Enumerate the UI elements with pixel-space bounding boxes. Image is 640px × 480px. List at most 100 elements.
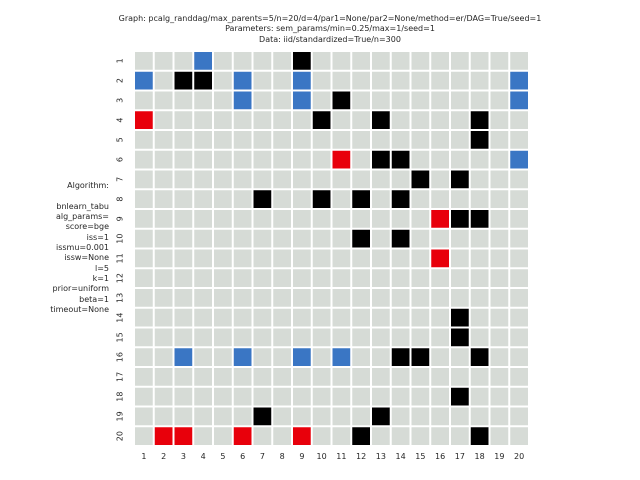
heatmap-cell [510,249,528,268]
heatmap-cell-black [411,348,430,366]
heatmap-cell [391,387,410,406]
heatmap-cell-black [174,71,193,90]
heatmap-cell [233,111,252,129]
heatmap-cell [490,249,509,268]
heatmap-cell [470,289,489,307]
heatmap-cell [154,269,173,287]
heatmap-cell-blue [233,91,252,110]
heatmap-cell [510,427,528,445]
heatmap-cell [451,150,469,169]
heatmap-cell [273,368,291,386]
heatmap-cell [273,52,291,70]
heatmap-cell [154,308,173,327]
heatmap-cell [214,249,232,268]
heatmap-cell [510,210,528,228]
heatmap-cell [510,229,528,248]
x-tick-label: 18 [475,452,485,461]
heatmap-cell [194,308,212,327]
heatmap-cell [431,269,449,287]
heatmap-cell [411,387,430,406]
heatmap-cell [470,229,489,248]
x-tick-label: 19 [494,452,504,461]
heatmap-cell [332,289,351,307]
heatmap-cell [273,170,291,189]
heatmap-cell [214,269,232,287]
heatmap-cell [372,289,390,307]
heatmap-cell-black [470,131,489,149]
heatmap-cell [451,407,469,426]
heatmap-cell [154,348,173,366]
heatmap-cell [312,269,331,287]
heatmap-cell-black [470,427,489,445]
heatmap-cell [293,269,311,287]
heatmap-cell [253,348,272,366]
y-tick-label: 4 [115,118,124,123]
heatmap-cell [293,407,311,426]
heatmap-cell [510,131,528,149]
heatmap-cell [411,308,430,327]
heatmap-cell [490,407,509,426]
heatmap-cell [332,131,351,149]
heatmap-cell [253,131,272,149]
heatmap-cell [431,71,449,90]
heatmap-cell [214,328,232,347]
heatmap-cell [174,190,193,208]
heatmap-cell [312,328,331,347]
heatmap-cell-black [372,407,390,426]
algorithm-line: iss=1 [86,233,109,242]
heatmap-cell [372,249,390,268]
heatmap-cell [154,229,173,248]
heatmap-cell [391,407,410,426]
heatmap-cell-black [451,210,469,228]
heatmap-cell [332,170,351,189]
y-tick-label: 14 [115,313,124,323]
heatmap-cell [332,269,351,287]
heatmap-cell [194,269,212,287]
heatmap-cell [273,131,291,149]
heatmap-cell [431,190,449,208]
x-tick-label: 6 [240,452,245,461]
heatmap-cell [332,387,351,406]
y-tick-label: 9 [115,216,124,221]
heatmap-cell [214,308,232,327]
heatmap-cell [135,387,153,406]
heatmap-cell [510,387,528,406]
heatmap-cell [273,190,291,208]
heatmap-cell-black [253,407,272,426]
heatmap-cell [451,427,469,445]
heatmap-cell [372,348,390,366]
x-tick-label: 20 [514,452,524,461]
algorithm-line: prior=uniform [52,284,110,293]
heatmap-cell [332,368,351,386]
heatmap-cell-black [352,229,370,248]
y-tick-label: 18 [115,392,124,402]
x-tick-label: 14 [396,452,406,461]
heatmap-cell-black [352,190,370,208]
heatmap-cell [273,249,291,268]
heatmap-cell [253,249,272,268]
heatmap-cell [332,427,351,445]
heatmap-cell [411,407,430,426]
heatmap-cell [352,210,370,228]
x-tick-label: 16 [435,452,445,461]
x-tick-label: 4 [201,452,206,461]
heatmap-cell [490,427,509,445]
heatmap-cell [214,131,232,149]
heatmap-cell [490,289,509,307]
heatmap-cell [372,190,390,208]
heatmap-cell [431,407,449,426]
x-tick-label: 1 [141,452,146,461]
heatmap-cell [214,71,232,90]
heatmap-cell [273,150,291,169]
title-line-graph: Graph: pcalg_randdag/max_parents=5/n=20/… [118,14,542,23]
heatmap-cell [411,427,430,445]
heatmap-cell [451,289,469,307]
heatmap-cell [135,131,153,149]
heatmap-cell [233,269,252,287]
y-tick-label: 13 [115,293,124,303]
heatmap-cell-black [312,111,331,129]
heatmap-cell-blue [194,52,212,70]
heatmap-cell [470,387,489,406]
heatmap-cell [293,111,311,129]
heatmap-cell [312,71,331,90]
